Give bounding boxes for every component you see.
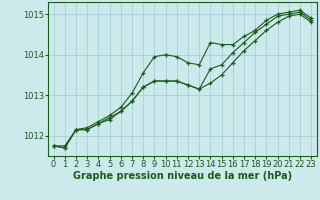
X-axis label: Graphe pression niveau de la mer (hPa): Graphe pression niveau de la mer (hPa) — [73, 171, 292, 181]
